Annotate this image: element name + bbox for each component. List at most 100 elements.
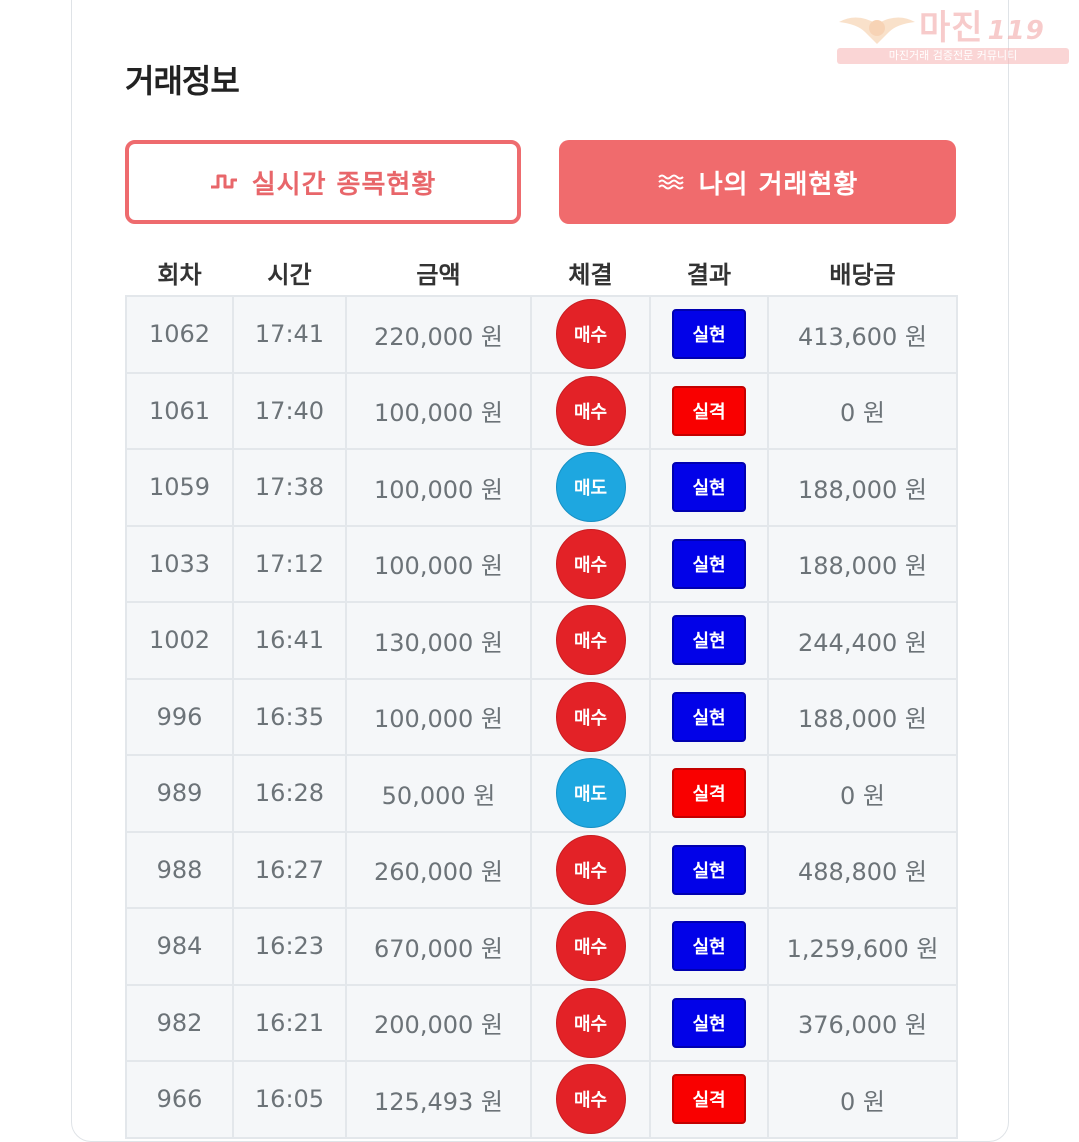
time-cell: 16:23 <box>232 907 347 986</box>
result-cell-badge: 실현 <box>672 997 746 1048</box>
amount-cell: 100,000 원 <box>345 677 532 756</box>
result-cell-badge: 실현 <box>672 691 746 742</box>
result-cell: 실현 <box>649 524 769 603</box>
execution-cell-badge: 매도 <box>555 452 626 523</box>
header-round: 회차 <box>157 261 202 289</box>
execution-cell-badge: 매수 <box>555 834 626 905</box>
amount-cell: 125,493 원 <box>345 1060 532 1139</box>
execution-cell: 매수 <box>530 524 651 603</box>
execution-cell-badge: 매도 <box>555 758 626 829</box>
table-row: 984 16:23 670,000 원 매수 실현 1,259,600 원 <box>125 907 958 986</box>
result-cell: 실격 <box>649 1060 769 1139</box>
payout-cell: 413,600 원 <box>767 295 958 374</box>
round-cell: 988 <box>125 830 234 909</box>
amount-cell: 200,000 원 <box>345 983 532 1062</box>
page-title: 거래정보 <box>125 62 240 100</box>
trade-table: 회차 시간 금액 체결 결과 배당금 1062 17:41 220,000 원 매수 실… <box>125 250 958 1139</box>
payout-cell: 488,800 원 <box>767 830 958 909</box>
result-cell: 실현 <box>649 830 769 909</box>
time-cell: 17:41 <box>232 295 347 374</box>
execution-cell: 매수 <box>530 907 651 986</box>
execution-cell: 매수 <box>530 601 651 680</box>
table-row: 1062 17:41 220,000 원 매수 실현 413,600 원 <box>125 295 958 374</box>
amount-cell: 100,000 원 <box>345 371 532 450</box>
header-execution: 체결 <box>568 261 613 289</box>
table-row: 1061 17:40 100,000 원 매수 실격 0 원 <box>125 371 958 450</box>
payout-cell: 1,259,600 원 <box>767 907 958 986</box>
time-cell: 17:12 <box>232 524 347 603</box>
table-row: 1033 17:12 100,000 원 매수 실현 188,000 원 <box>125 524 958 603</box>
amount-cell: 220,000 원 <box>345 295 532 374</box>
result-cell-badge: 실현 <box>672 462 746 513</box>
result-cell-badge: 실격 <box>672 768 746 819</box>
execution-cell: 매수 <box>530 677 651 756</box>
header-result: 결과 <box>686 261 732 289</box>
table-row: 996 16:35 100,000 원 매수 실현 188,000 원 <box>125 677 958 756</box>
tab-realtime-stocks-label: 실시간 종목현황 <box>251 169 437 200</box>
table-header-row: 회차 시간 금액 체결 결과 배당금 <box>126 250 957 296</box>
execution-cell: 매도 <box>530 754 651 833</box>
execution-cell: 매수 <box>530 1060 651 1139</box>
tab-realtime-stocks[interactable]: 실시간 종목현황 <box>125 140 521 224</box>
header-amount: 금액 <box>416 261 461 289</box>
result-cell-badge: 실현 <box>672 615 746 666</box>
header-payout: 배당금 <box>829 261 896 289</box>
payout-cell: 376,000 원 <box>767 983 958 1062</box>
round-cell: 1062 <box>125 295 234 374</box>
result-cell-badge: 실격 <box>672 1074 746 1125</box>
watermark-text-accent: 119 <box>987 16 1045 46</box>
time-cell: 17:38 <box>232 448 347 527</box>
tab-my-trades-label: 나의 거래현황 <box>698 169 859 200</box>
table-row: 1059 17:38 100,000 원 매도 실현 188,000 원 <box>125 448 958 527</box>
round-cell: 996 <box>125 677 234 756</box>
execution-cell-badge: 매수 <box>555 299 626 370</box>
result-cell-badge: 실현 <box>672 538 746 589</box>
table-row: 966 16:05 125,493 원 매수 실격 0 원 <box>125 1060 958 1139</box>
table-row: 989 16:28 50,000 원 매도 실격 0 원 <box>125 754 958 833</box>
round-cell: 989 <box>125 754 234 833</box>
payout-cell: 244,400 원 <box>767 601 958 680</box>
watermark-text: 마진 <box>919 8 984 48</box>
table-row: 1002 16:41 130,000 원 매수 실현 244,400 원 <box>125 601 958 680</box>
time-cell: 16:28 <box>232 754 347 833</box>
amount-cell: 100,000 원 <box>345 524 532 603</box>
result-cell: 실현 <box>649 677 769 756</box>
amount-cell: 130,000 원 <box>345 601 532 680</box>
execution-cell-badge: 매수 <box>555 681 626 752</box>
amount-cell: 670,000 원 <box>345 907 532 986</box>
time-cell: 16:05 <box>232 1060 347 1139</box>
round-cell: 1002 <box>125 601 234 680</box>
execution-cell: 매도 <box>530 448 651 527</box>
result-cell-badge: 실격 <box>672 385 746 436</box>
execution-cell: 매수 <box>530 830 651 909</box>
execution-cell-badge: 매수 <box>555 528 626 599</box>
execution-cell: 매수 <box>530 371 651 450</box>
time-cell: 16:27 <box>232 830 347 909</box>
table-row: 988 16:27 260,000 원 매수 실현 488,800 원 <box>125 830 958 909</box>
result-cell-badge: 실현 <box>672 844 746 895</box>
watermark-logo: 마진 119 마진거래 검증전문 커뮤니티 <box>837 8 1069 64</box>
time-cell: 16:21 <box>232 983 347 1062</box>
eagle-emblem-icon <box>839 17 915 44</box>
result-cell: 실현 <box>649 983 769 1062</box>
payout-cell: 0 원 <box>767 754 958 833</box>
result-cell-badge: 실현 <box>672 309 746 360</box>
result-cell: 실현 <box>649 601 769 680</box>
round-cell: 1061 <box>125 371 234 450</box>
payout-cell: 0 원 <box>767 1060 958 1139</box>
execution-cell: 매수 <box>530 295 651 374</box>
header-time: 시간 <box>267 261 312 289</box>
result-cell: 실현 <box>649 295 769 374</box>
execution-cell-badge: 매수 <box>555 1064 626 1135</box>
triple-wave-icon <box>657 174 684 190</box>
tab-my-trades[interactable]: 나의 거래현황 <box>559 140 956 224</box>
result-cell: 실격 <box>649 754 769 833</box>
result-cell-badge: 실현 <box>672 921 746 972</box>
amount-cell: 50,000 원 <box>345 754 532 833</box>
payout-cell: 188,000 원 <box>767 677 958 756</box>
execution-cell-badge: 매수 <box>555 605 626 676</box>
round-cell: 1033 <box>125 524 234 603</box>
trade-table-body: 1062 17:41 220,000 원 매수 실현 413,600 원 1061 17:40… <box>125 295 958 1139</box>
execution-cell-badge: 매수 <box>555 987 626 1058</box>
execution-cell-badge: 매수 <box>555 375 626 446</box>
